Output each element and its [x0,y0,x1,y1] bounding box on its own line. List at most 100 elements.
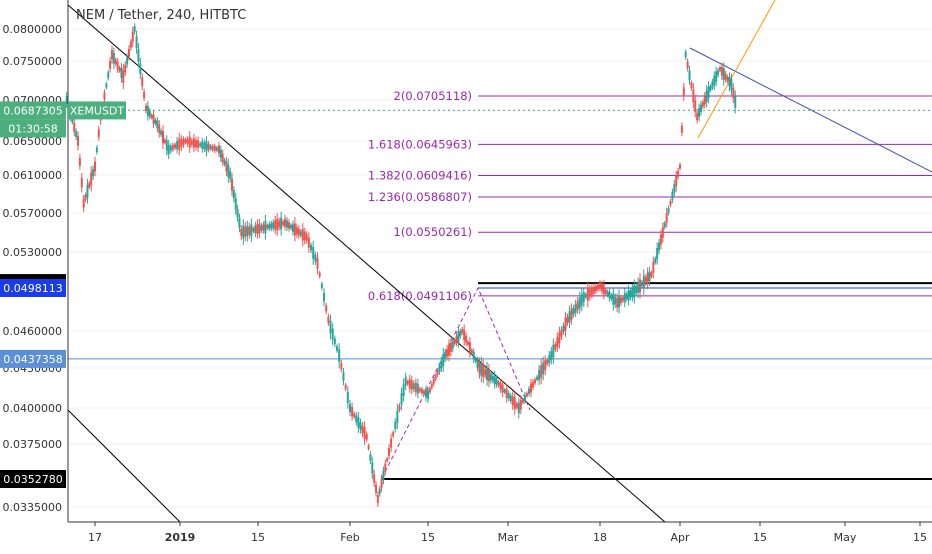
candle-body [132,32,134,42]
candle-body [73,123,75,132]
x-tick-label: 18 [593,531,607,544]
candle-body [312,247,314,259]
candle-body [643,276,645,289]
candle-body [421,389,423,393]
y-tick-label: 0.0335000 [3,501,63,514]
candle-body [81,178,83,188]
candle-body [456,336,458,343]
candle-body [286,221,288,228]
candle-body [480,363,482,376]
candle-body [323,293,325,302]
candle-body [288,222,290,228]
candle-body [403,384,405,395]
candle-body [569,311,571,322]
candle-body [605,290,607,294]
y-tick-label: 0.0570000 [3,207,63,220]
candle-body [103,93,105,100]
candle-body [633,285,635,297]
candle-body [268,224,270,229]
candle-body [683,87,685,96]
y-tick-label: 0.0750000 [3,55,63,68]
candle-body [692,89,694,102]
candle-body [599,283,601,289]
candle-body [300,231,302,235]
candle-body [652,262,654,273]
candle-body [266,225,268,228]
candle-body [86,185,88,197]
candle-body [641,282,643,286]
candle-body [628,290,630,300]
candle-body [660,235,662,245]
candle-body [386,458,388,461]
candle-body [141,78,143,87]
candle-body [401,393,403,404]
candle-body [262,225,264,231]
candle-body [180,139,182,147]
candle-body [189,137,191,148]
candle-body [154,120,156,124]
candle-body [353,413,355,417]
candle-body [544,360,546,370]
candle-body [530,383,532,392]
candle-body [500,383,502,390]
candle-body [518,403,520,413]
candle-body [216,147,218,150]
candle-body [314,255,316,262]
candle-body [231,179,233,191]
candle-body [448,345,450,356]
candle-body [366,434,368,439]
candle-body [524,395,526,401]
candle-body [609,292,611,298]
candle-body [168,145,170,155]
candle-body [250,224,252,236]
candle-body [384,464,386,472]
candle-body [130,42,132,48]
candle-body [658,243,660,251]
candle-body [205,141,207,151]
candle-body [96,147,98,152]
price-label-text: 0.0687305 [3,104,63,117]
candle-body [650,273,652,277]
candle-body [579,297,581,308]
candle-body [450,343,452,352]
x-tick-label: Mar [498,531,519,544]
candle-body [629,291,631,298]
candle-body [258,224,260,234]
candle-body [675,176,677,187]
candle-body [111,50,113,59]
x-tick-label: 15 [753,531,767,544]
candle-body [145,106,147,111]
candle-body [681,126,683,133]
grid [68,29,932,507]
candle-body [488,370,490,382]
candle-body [585,294,587,297]
candle-body [457,331,459,342]
candle-body [467,342,469,345]
candle-body [520,400,522,410]
candle-body [147,106,149,116]
candle-body [437,371,439,375]
candle-body [306,234,308,240]
candle-body [274,220,276,229]
candle-body [508,393,510,398]
candle-body [77,136,79,146]
candle-body [379,489,381,494]
trend-line-up [698,0,775,138]
candle-body [390,438,392,447]
candle-body [709,86,711,90]
candle-body [246,226,248,237]
candle-body [723,68,725,80]
candle-body [373,474,375,482]
candle-body [94,162,96,172]
candle-body [649,272,651,282]
candle-body [302,229,304,241]
candle-body [465,336,467,343]
candle-body [327,317,329,323]
candle-body [671,192,673,199]
candle-body [195,140,197,147]
candle-body [696,113,698,120]
candle-body [382,471,384,480]
candle-body [711,82,713,88]
